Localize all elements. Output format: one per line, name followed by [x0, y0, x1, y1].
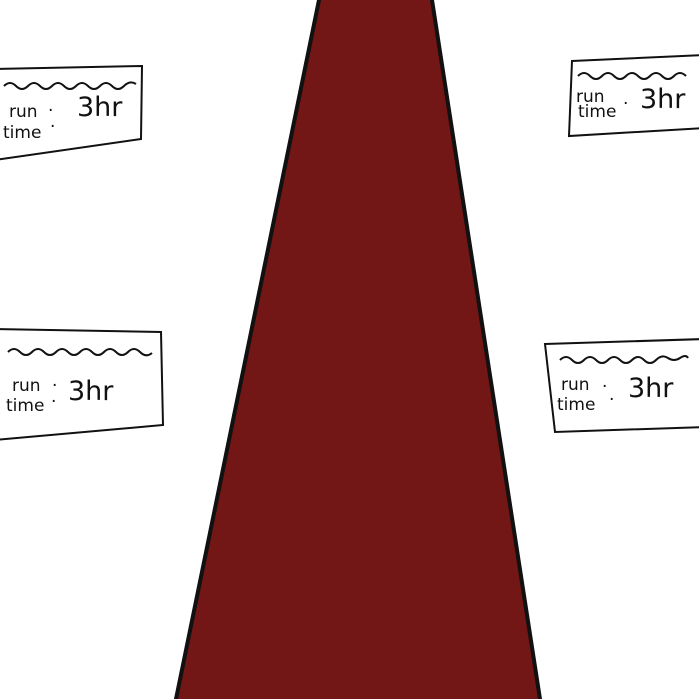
run-separator: ·: [602, 377, 607, 397]
runtime-value: 3hr: [77, 92, 123, 123]
time-label: time: [578, 102, 616, 122]
squiggle-title: [577, 72, 687, 80]
squiggle-title: [559, 355, 689, 364]
time-label: time: [3, 123, 41, 143]
time-separator: ·: [50, 117, 55, 137]
run-label: run: [576, 87, 605, 107]
time-label: time: [557, 395, 595, 415]
runtime-value: 3hr: [628, 373, 674, 404]
placard-frame: [0, 64, 144, 161]
run-label: run: [9, 102, 38, 122]
red-carpet: [175, 0, 541, 699]
run-separator: ·: [52, 376, 57, 396]
run-label: run: [12, 376, 41, 396]
carpet-left-edge: [174, 0, 321, 699]
time-label: time: [6, 396, 44, 416]
placard-frame: [543, 338, 699, 434]
placard-frame: [0, 328, 165, 441]
time-separator: ·: [609, 390, 614, 410]
time-separator: ·: [51, 392, 56, 412]
runtime-value: 3hr: [68, 376, 114, 407]
squiggle-title: [7, 348, 153, 357]
runtime-value: 3hr: [640, 84, 686, 115]
placard-top-right: run time · 3hr: [567, 54, 699, 138]
run-label: run: [561, 375, 590, 395]
placard-middle-right: run · time · 3hr: [543, 338, 699, 434]
placard-middle-left: run · time · 3hr: [0, 328, 165, 441]
placard-top-left: run · time · 3hr: [0, 64, 144, 161]
time-separator: ·: [623, 94, 628, 114]
carpet-right-edge: [430, 0, 542, 699]
run-separator: ·: [48, 101, 53, 121]
squiggle-title: [3, 81, 137, 90]
